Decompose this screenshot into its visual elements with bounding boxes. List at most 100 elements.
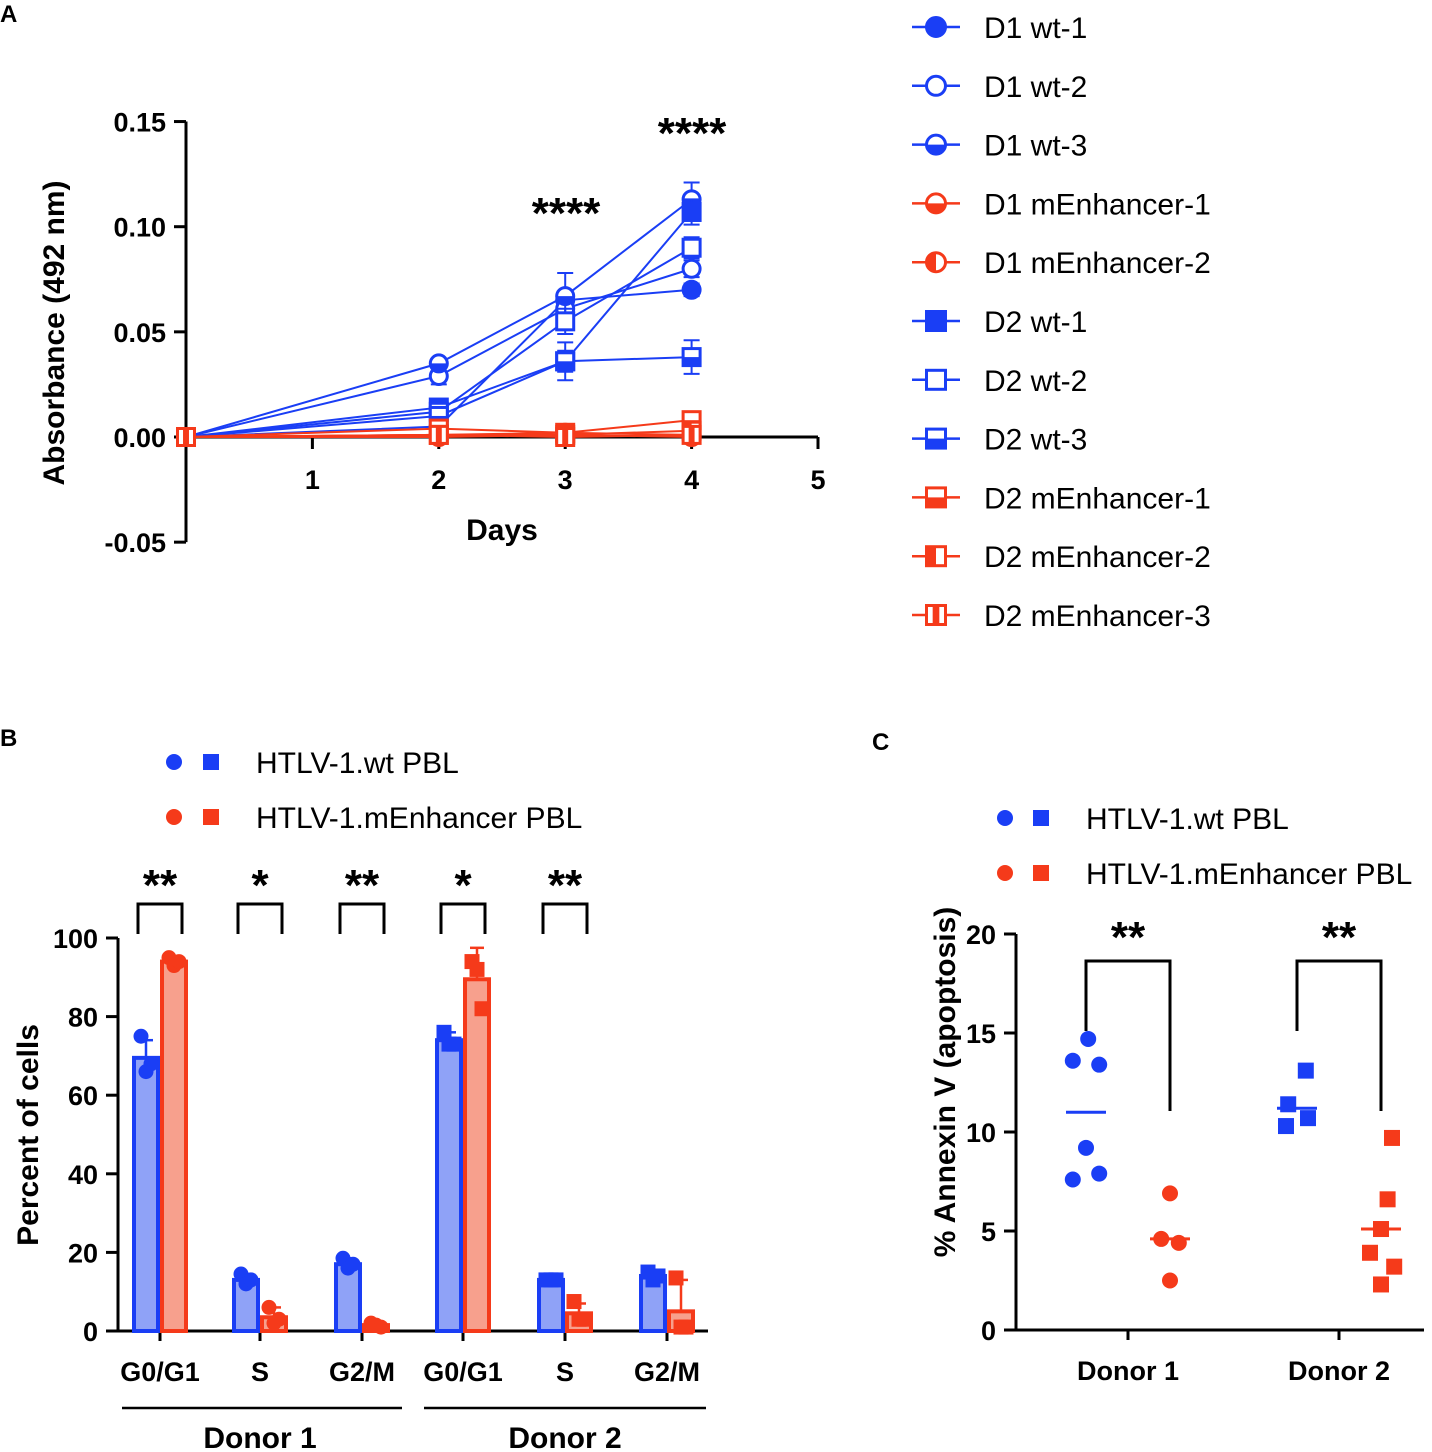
chart-c-legend-wt-label: HTLV-1.wt PBL — [1086, 803, 1289, 836]
chart-a-series-d1-wt-2-point — [681, 258, 702, 279]
chart-c-legend-square-icon — [1033, 865, 1049, 881]
chart-a-ytick-label: -0.05 — [104, 528, 166, 558]
chart-b-group-donor2: Donor 2 — [508, 1422, 621, 1452]
chart-a-legend-d2-menhancer-3-marker — [925, 604, 947, 626]
chart-a-series-d2-menhancer-3-point — [428, 424, 449, 445]
chart-a-series-d2-menhancer-3-point-half — [688, 426, 695, 444]
chart-a-series-d1-wt-2-point-shape — [681, 258, 702, 279]
chart-c-ytick-label: 10 — [966, 1118, 996, 1148]
chart-a-legend-d1-wt-1-label: D1 wt-1 — [984, 12, 1087, 45]
chart-a-legend-d2-menhancer-3-label: D2 mEnhancer-3 — [984, 600, 1211, 633]
chart-c-donor-2-menhancer-point — [1386, 1258, 1403, 1275]
chart-a-series-d2-menhancer-3-point-half — [435, 426, 442, 444]
chart-c-significance-donor1: ** — [1111, 913, 1146, 962]
chart-a-series-d2-wt-1-line — [185, 211, 693, 438]
chart-c-significance-donor2: ** — [1322, 913, 1357, 962]
chart-a-legend-d1-menhancer-1-label: D1 mEnhancer-1 — [984, 188, 1211, 221]
chart-c-donor-2-wt-point — [1297, 1062, 1314, 1079]
chart-c-ytick-label: 0 — [981, 1316, 996, 1346]
chart-b-xtick-label: G0/G1 — [423, 1357, 503, 1387]
chart-a-legend-d2-wt-3-marker — [925, 427, 947, 450]
chart-a-plot: 0.15 0.10 0.05 0.00 -0.05 1 2 3 4 5 — [104, 108, 825, 559]
panel-label-a: A — [0, 1, 17, 28]
chart-a-series-d2-menhancer-1-line — [185, 419, 692, 438]
chart-b-bar-menhancer-point — [566, 1294, 582, 1310]
chart-a-legend-d2-wt-2-marker-shape — [925, 368, 947, 391]
chart-c-donor-2-menhancer-point — [1384, 1129, 1400, 1146]
chart-a-legend-d2-menhancer-1-marker — [925, 486, 947, 509]
chart-b-bar-wt-point — [243, 1272, 259, 1288]
chart-a-legend-d1-wt-3-label: D1 wt-3 — [984, 130, 1087, 163]
chart-a-series-d2-wt-2-point — [555, 311, 576, 332]
chart-a-legend-d1-wt-1-marker-shape — [925, 16, 947, 38]
chart-b-bar-menhancer-point — [469, 961, 485, 977]
chart-c-donor-2-wt-point — [1278, 1118, 1294, 1135]
chart-c-donor-2-menhancer-point — [1379, 1191, 1396, 1208]
chart-a-series-d1-wt-3-line — [185, 198, 693, 438]
chart-a-series-d2-wt-3-point — [555, 351, 576, 372]
chart-b-bar-wt-point — [143, 1056, 159, 1072]
chart-a-xtick-label: 4 — [684, 465, 699, 495]
chart-b-bar-wt-point — [650, 1268, 666, 1284]
chart-a-series-d2-menhancer-3-point — [176, 427, 196, 447]
chart-a-series-d2-menhancer-3-point-half — [183, 428, 189, 446]
chart-c-donor-1-wt-point — [1064, 1052, 1081, 1069]
chart-b-bar-menhancer-point — [474, 1001, 490, 1017]
chart-c-significance-bracket — [1295, 959, 1383, 1111]
chart-b-legend-wt-label: HTLV-1.wt PBL — [256, 747, 459, 780]
chart-c-donor-2-menhancer-point — [1373, 1276, 1389, 1293]
panel-label-c: C — [872, 729, 889, 756]
chart-c-xtick-label: Donor 2 — [1288, 1356, 1390, 1386]
chart-b-ytick-label: 60 — [68, 1081, 98, 1111]
chart-a-legend-d2-wt-1-marker — [925, 310, 947, 332]
chart-a-legend-d1-wt-2-marker — [925, 74, 947, 97]
chart-b-bar-menhancer-point — [271, 1311, 287, 1327]
chart-a-legend-d1-wt-2-label: D1 wt-2 — [984, 71, 1087, 104]
chart-b-bar-wt — [132, 1055, 160, 1333]
chart-a-series-d2-wt-2-point-shape — [555, 311, 576, 332]
chart-a-ytick-label: 0.00 — [113, 423, 166, 453]
chart-a-series-d2-wt-2-point-shape — [681, 237, 702, 258]
chart-a-legend-d2-menhancer-1-marker-half — [926, 497, 946, 507]
chart-b-bar-wt — [537, 1277, 565, 1334]
chart-b-significance-bracket — [541, 902, 589, 934]
chart-b-significance-bracket — [236, 902, 284, 934]
chart-a-ylabel: Absorbance (492 nm) — [38, 180, 71, 485]
chart-a-legend-d2-menhancer-3-marker-half — [932, 605, 940, 625]
chart-c-ytick-label: 20 — [966, 920, 996, 950]
chart-a-series-d2-menhancer-3-point-half — [562, 428, 569, 446]
chart-b-bar-menhancer — [463, 977, 491, 1333]
chart-a-series-d2-wt-2-point — [681, 237, 702, 258]
chart-b-significance-label: ** — [345, 861, 380, 910]
chart-c-donor-1-wt-point — [1080, 1030, 1097, 1047]
chart-b-bar-menhancer-point — [668, 1270, 684, 1286]
chart-a-series-d2-wt-3-line — [185, 356, 692, 438]
chart-b-bar-menhancer-point — [171, 954, 187, 970]
chart-b-bar-menhancer-point — [576, 1311, 592, 1327]
chart-c-ylabel: % Annexin V (apoptosis) — [929, 907, 962, 1258]
chart-a-ytick-label: 0.05 — [113, 318, 166, 348]
chart-c-donor-2-wt-point — [1280, 1096, 1297, 1113]
chart-c-donor-2-wt-point — [1300, 1110, 1316, 1127]
chart-a-xtick-label: 1 — [305, 465, 320, 495]
chart-a-legend-d2-wt-2-marker — [925, 368, 947, 391]
chart-a-series-d2-menhancer-3-point — [681, 424, 702, 445]
chart-a-series-d2-wt-3-point — [681, 347, 702, 368]
chart-c-xtick-label: Donor 1 — [1077, 1356, 1179, 1386]
chart-a-significance-day4: **** — [658, 109, 727, 158]
chart-a-legend-d1-menhancer-2-marker — [925, 251, 947, 274]
chart-a-legend-d2-menhancer-2-marker-half — [926, 546, 936, 566]
chart-a-legend-d2-menhancer-1-label: D2 mEnhancer-1 — [984, 482, 1211, 515]
chart-b-bar-menhancer-point — [373, 1319, 389, 1335]
chart-c-donor-1-menhancer-point — [1170, 1234, 1187, 1251]
chart-a-series-d2-wt-2-line — [185, 246, 693, 438]
chart-b-significance-label: ** — [143, 861, 178, 910]
chart-b-bar-wt-point — [345, 1256, 361, 1272]
chart-a-legend-d2-wt-1-label: D2 wt-1 — [984, 306, 1087, 339]
chart-a-xtick-label: 2 — [431, 465, 446, 495]
chart-a-xlabel: Days — [466, 514, 538, 547]
chart-c-ytick-label: 15 — [966, 1019, 996, 1049]
chart-b-bar-wt-point — [133, 1028, 149, 1044]
chart-a-legend-d2-wt-2-label: D2 wt-2 — [984, 365, 1087, 398]
